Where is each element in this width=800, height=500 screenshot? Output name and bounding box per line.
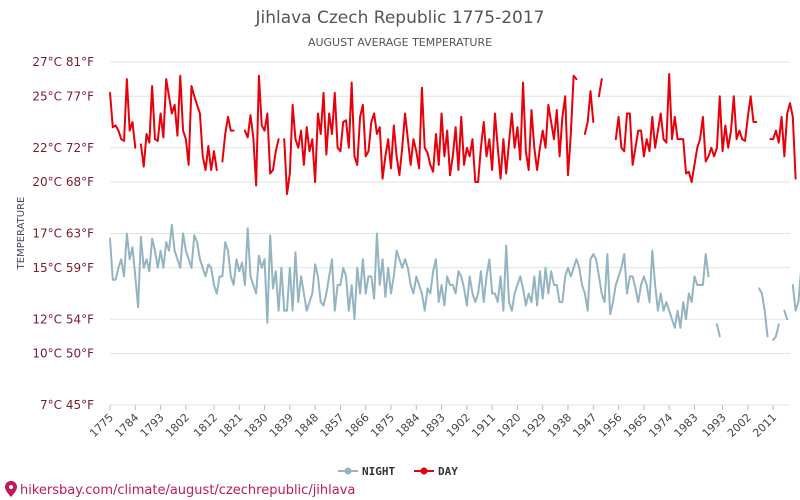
y-axis-label: TEMPERATURE <box>16 197 27 271</box>
x-tick-label: 1821 <box>216 411 245 440</box>
y-tick-label: 15°C 59°F <box>32 261 94 275</box>
y-tick-label: 27°C 81°F <box>32 55 94 69</box>
series-line-day <box>109 73 797 196</box>
x-tick-label: 1902 <box>444 411 473 440</box>
legend-item-night[interactable]: NIGHT <box>338 465 395 478</box>
x-tick-label: 1956 <box>596 411 625 440</box>
x-tick-label: 1839 <box>267 411 296 440</box>
x-tick-label: 1993 <box>700 411 729 440</box>
legend: NIGHT DAY <box>338 465 458 478</box>
x-tick-label: 1802 <box>163 411 192 440</box>
x-tick-label: 2002 <box>725 411 754 440</box>
chart-subtitle: AUGUST AVERAGE TEMPERATURE <box>308 36 492 49</box>
x-tick-label: 1974 <box>646 411 675 440</box>
legend-day-label: DAY <box>438 465 458 478</box>
y-tick-label: 7°C 45°F <box>40 398 94 412</box>
legend-night-label: NIGHT <box>362 465 395 478</box>
chart-title: Jihlava Czech Republic 1775-2017 <box>254 8 544 28</box>
x-tick-label: 1784 <box>112 411 141 440</box>
y-tick-label: 10°C 50°F <box>32 347 94 361</box>
location-pin-icon <box>5 481 17 497</box>
legend-night-marker <box>344 467 352 475</box>
x-tick-label: 1775 <box>87 411 116 440</box>
x-tick-label: 1793 <box>138 411 167 440</box>
x-tick-label: 1875 <box>368 411 397 440</box>
x-tick-label: 1893 <box>419 411 448 440</box>
y-tick-label: 25°C 77°F <box>32 89 94 103</box>
x-tick-label: 1965 <box>621 411 650 440</box>
grid-lines <box>110 61 790 406</box>
y-tick-labels: 27°C 81°F 25°C 77°F 22°C 72°F 20°C 68°F 17°C… <box>32 55 94 412</box>
y-tick-label: 22°C 72°F <box>32 141 94 155</box>
source-link[interactable]: hikersbay.com/climate/august/czechrepubl… <box>5 481 355 498</box>
x-tick-label: 1920 <box>495 411 524 440</box>
x-tick-label: 1983 <box>672 411 701 440</box>
x-tick-label: 1884 <box>393 411 422 440</box>
x-tick-label: 1866 <box>343 411 372 440</box>
legend-item-day[interactable]: DAY <box>414 465 458 478</box>
x-tick-label: 1947 <box>570 411 599 440</box>
series-lines <box>109 73 800 341</box>
x-tick-label: 1911 <box>469 411 498 440</box>
y-tick-label: 12°C 54°F <box>32 312 94 326</box>
x-tick-label: 2011 <box>750 411 779 440</box>
x-tick-label: 1830 <box>242 411 271 440</box>
y-tick-label: 20°C 68°F <box>32 175 94 189</box>
x-tick-label: 1938 <box>545 411 574 440</box>
series-line-night <box>109 223 800 341</box>
y-tick-label: 17°C 63°F <box>32 227 94 241</box>
source-url[interactable]: hikersbay.com/climate/august/czechrepubl… <box>20 483 355 498</box>
x-tick-label: 1857 <box>318 411 347 440</box>
x-tick-label: 1848 <box>292 411 321 440</box>
x-tick-label: 1929 <box>520 411 549 440</box>
legend-day-marker <box>420 467 428 475</box>
x-tick-label: 1812 <box>191 411 220 440</box>
